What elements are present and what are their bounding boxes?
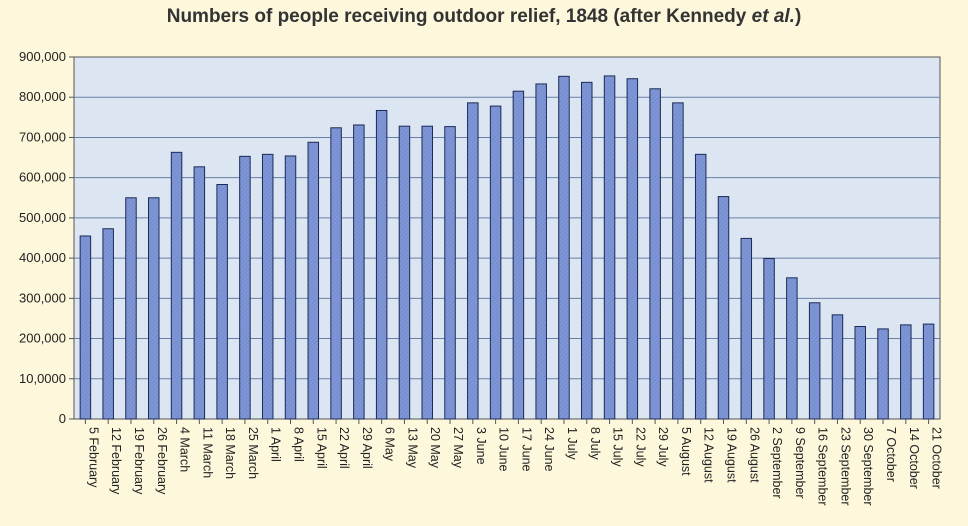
bar <box>148 197 160 420</box>
bar <box>900 324 912 420</box>
chart-title-end: ) <box>794 6 802 27</box>
x-tick-label: 5 February <box>86 427 100 488</box>
x-tick-label: 2 September <box>770 427 784 499</box>
bar <box>239 155 251 420</box>
x-tick-label: 24 June <box>542 427 556 472</box>
x-tick-label: 18 March <box>223 427 237 479</box>
bar <box>854 325 866 420</box>
x-tick-label: 27 May <box>451 427 465 469</box>
x-tick-label: 25 March <box>246 427 260 479</box>
x-tick-label: 22 April <box>337 427 351 469</box>
x-tick-label: 15 July <box>611 427 625 467</box>
y-axis-ticks: 0 10,0000 200,000 300,000 400,000 500,000 600,… <box>19 49 74 426</box>
x-tick-label: 19 February <box>132 427 146 495</box>
bar <box>922 323 935 420</box>
bar <box>307 141 320 420</box>
bars <box>79 75 935 420</box>
y-tick-label: 400,000 <box>19 250 66 265</box>
x-tick-label: 7 October <box>884 427 898 482</box>
chart-title: Numbers of people receiving outdoor reli… <box>0 6 968 28</box>
y-tick-label: 600,000 <box>19 170 66 185</box>
y-tick-label: 900,000 <box>19 49 66 64</box>
y-tick-label: 700,000 <box>19 129 66 144</box>
bar <box>831 314 844 420</box>
x-tick-label: 1 July <box>565 427 579 460</box>
x-tick-label: 15 April <box>314 427 328 469</box>
bar <box>558 75 570 420</box>
x-axis-ticks: 5 February 12 February 19 February 26 Febru… <box>84 419 944 506</box>
x-tick-label: 29 April <box>360 427 374 469</box>
x-tick-label: 14 October <box>907 427 921 489</box>
bar <box>672 102 684 420</box>
x-tick-label: 16 September <box>816 427 830 506</box>
x-tick-label: 13 May <box>405 427 419 469</box>
bar <box>512 90 525 420</box>
x-tick-label: 6 May <box>383 427 397 462</box>
y-tick-label: 0 <box>59 411 66 426</box>
bar <box>786 277 798 420</box>
x-tick-label: 5 August <box>679 427 693 476</box>
x-tick-label: 30 September <box>861 427 875 506</box>
x-tick-label: 20 May <box>428 427 442 469</box>
x-tick-label: 29 July <box>656 427 670 467</box>
bar <box>717 196 730 420</box>
x-tick-label: 23 September <box>838 427 852 506</box>
y-tick-label: 500,000 <box>19 210 66 225</box>
bar <box>694 153 707 420</box>
x-tick-label: 26 February <box>155 427 169 495</box>
bar <box>877 328 889 420</box>
bar <box>353 124 365 420</box>
bar <box>330 127 342 420</box>
bar <box>467 102 479 420</box>
x-tick-label: 26 August <box>747 427 761 483</box>
x-tick-label: 8 July <box>588 427 602 460</box>
bar <box>125 197 137 420</box>
bar <box>398 125 411 420</box>
x-tick-label: 17 June <box>519 427 533 472</box>
x-tick-label: 22 July <box>633 427 647 467</box>
y-tick-label: 10,0000 <box>19 371 66 386</box>
bar <box>79 235 92 420</box>
x-tick-label: 12 February <box>109 427 123 495</box>
x-tick-label: 21 October <box>930 427 944 489</box>
bar <box>193 166 206 420</box>
x-tick-label: 12 August <box>702 427 716 483</box>
x-tick-label: 9 September <box>793 427 807 499</box>
x-tick-label: 8 April <box>292 427 306 462</box>
y-tick-label: 200,000 <box>19 331 66 346</box>
bar <box>489 105 502 420</box>
chart-title-italic: et al. <box>751 6 795 27</box>
bar <box>102 228 114 420</box>
x-tick-label: 11 March <box>200 427 214 478</box>
bar <box>763 258 775 420</box>
bar <box>170 151 183 420</box>
y-tick-label: 300,000 <box>19 290 66 305</box>
bar <box>284 155 297 420</box>
bar <box>216 184 228 420</box>
bar <box>444 126 456 420</box>
x-tick-label: 4 March <box>178 427 192 472</box>
bar <box>603 75 616 420</box>
bar <box>261 153 274 420</box>
x-tick-label: 3 June <box>474 427 488 465</box>
x-tick-label: 19 August <box>725 427 739 483</box>
bar <box>626 78 639 420</box>
chart-title-main: Numbers of people receiving outdoor reli… <box>166 6 752 27</box>
bar <box>649 88 661 420</box>
bar <box>535 83 547 420</box>
bar <box>375 109 388 420</box>
y-tick-label: 800,000 <box>19 89 66 104</box>
bar <box>421 125 433 420</box>
bar <box>581 81 593 420</box>
x-tick-label: 1 April <box>269 427 283 462</box>
bar <box>740 237 753 420</box>
bar <box>808 302 821 420</box>
x-tick-label: 10 June <box>497 427 511 472</box>
